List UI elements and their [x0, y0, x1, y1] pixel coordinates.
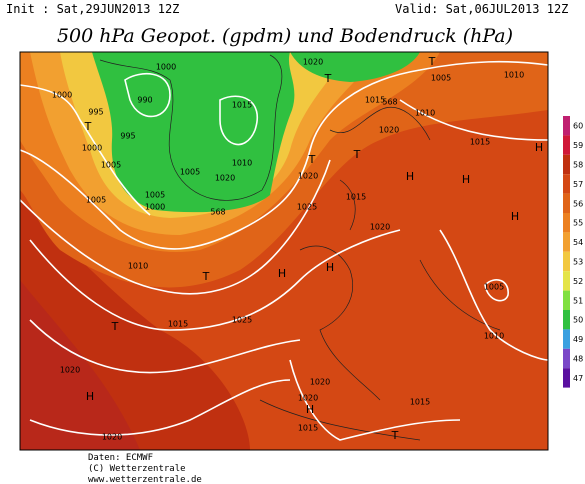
scale-swatch: [563, 271, 570, 291]
scale-swatch: [563, 329, 570, 349]
scale-swatch: [563, 213, 570, 233]
pressure-center: H: [511, 210, 519, 223]
pressure-center: T: [324, 72, 332, 85]
isobar-label: 1000: [145, 203, 165, 212]
footer-line: (C) Wetterzentrale: [88, 464, 186, 474]
map-labels: T 1000 995 995 1000 1005 1005 1005 1000 1010 T T 101…: [52, 55, 543, 442]
isobar-label: 1020: [102, 433, 122, 442]
isobar-label: 1010: [415, 109, 435, 118]
scale-label: 47: [573, 374, 583, 383]
pressure-center: T: [391, 429, 399, 442]
isobar-label: 1015: [470, 138, 490, 147]
map-area: [20, 52, 548, 450]
pressure-center: T: [111, 320, 119, 333]
footer: Daten: ECMWF(C) Wetterzentralewww.wetter…: [88, 453, 202, 484]
isobar-label: 1020: [379, 126, 399, 135]
isobar-label: 990: [137, 96, 152, 105]
scale-swatch: [563, 116, 570, 136]
scale-label: 54: [573, 238, 583, 247]
isobar-label: 1010: [232, 159, 252, 168]
init-time: Init : Sat,29JUN2013 12Z: [6, 2, 179, 16]
scale-swatch: [563, 348, 570, 369]
isobar-label: 1020: [310, 378, 330, 387]
map-title: 500 hPa Geopot. (gpdm) und Bodendruck (h…: [57, 25, 513, 47]
isobar-label: 1020: [60, 366, 80, 375]
isobar-label: 1020: [370, 223, 390, 232]
isobar-label: 1005: [145, 191, 165, 200]
scale-label: 52: [573, 277, 583, 286]
scale-label: 56: [573, 199, 583, 208]
pressure-center: T: [308, 153, 316, 166]
isobar-label: 568: [382, 98, 397, 107]
isobar-label: 1005: [101, 161, 121, 170]
isobar-label: 995: [88, 108, 103, 117]
isobar-label: 1020: [298, 394, 318, 403]
isobar-label: 568: [210, 208, 225, 217]
pressure-center: T: [84, 120, 92, 133]
pressure-center: H: [306, 403, 314, 416]
isobar-label: 1015: [365, 96, 385, 105]
pressure-center: H: [278, 267, 286, 280]
isobar-label: 1005: [431, 74, 451, 83]
scale-label: 60: [573, 122, 583, 131]
scale-label: 59: [573, 141, 583, 150]
isobar-label: 1000: [156, 63, 176, 72]
isobar-label: 1020: [215, 174, 235, 183]
pressure-center: T: [202, 270, 210, 283]
isobar-label: 1005: [484, 283, 504, 292]
isobar-label: 1015: [168, 320, 188, 329]
footer-line: www.wetterzentrale.de: [88, 475, 202, 484]
scale-label: 58: [573, 161, 583, 170]
pressure-center: H: [326, 261, 334, 274]
pressure-center: H: [86, 390, 94, 403]
isobar-label: 1005: [86, 196, 106, 205]
scale-label: 49: [573, 335, 583, 344]
scale-label: 50: [573, 316, 583, 325]
isobar-label: 1015: [346, 193, 366, 202]
isobar-label: 1000: [82, 144, 102, 153]
isobar-label: 1025: [232, 316, 252, 325]
scale-label: 48: [573, 355, 583, 364]
pressure-center: H: [535, 141, 543, 154]
isobar-label: 1010: [504, 71, 524, 80]
pressure-center: T: [353, 148, 361, 161]
scale-swatch: [563, 135, 570, 155]
isobar-label: 1005: [180, 168, 200, 177]
scale-swatch: [563, 232, 570, 252]
isobar-label: 1015: [298, 424, 318, 433]
isobar-label: 1025: [297, 203, 317, 212]
scale-swatch: [563, 310, 570, 330]
scale-swatch: [563, 368, 570, 388]
scale-swatch: [563, 154, 570, 175]
pressure-center: H: [406, 170, 414, 183]
isobar-label: 1020: [303, 58, 323, 67]
scale-label: 53: [573, 258, 583, 267]
valid-time: Valid: Sat,06JUL2013 12Z: [395, 2, 568, 16]
scale-swatch: [563, 174, 570, 194]
isobar-label: 1000: [52, 91, 72, 100]
scale-swatch: [563, 251, 570, 272]
isobar-label: 1015: [232, 101, 252, 110]
map-frame: [19, 51, 549, 451]
pressure-center: T: [428, 55, 436, 68]
isobar-label: 995: [120, 132, 135, 141]
pressure-center: H: [462, 173, 470, 186]
scale-swatch: [563, 193, 570, 213]
scale-label: 55: [573, 219, 583, 228]
color-scale: 60 59 58 57 56 55 54 53 52 51 50 49 48 47: [563, 116, 583, 388]
isobar-label: 1010: [484, 332, 504, 341]
isobar-label: 1010: [128, 262, 148, 271]
scale-label: 57: [573, 180, 583, 189]
scale-label: 51: [573, 296, 583, 305]
scale-swatch: [563, 290, 570, 310]
isobar-label: 1015: [410, 398, 430, 407]
isobar-label: 1020: [298, 172, 318, 181]
footer-line: Daten: ECMWF: [88, 453, 153, 463]
